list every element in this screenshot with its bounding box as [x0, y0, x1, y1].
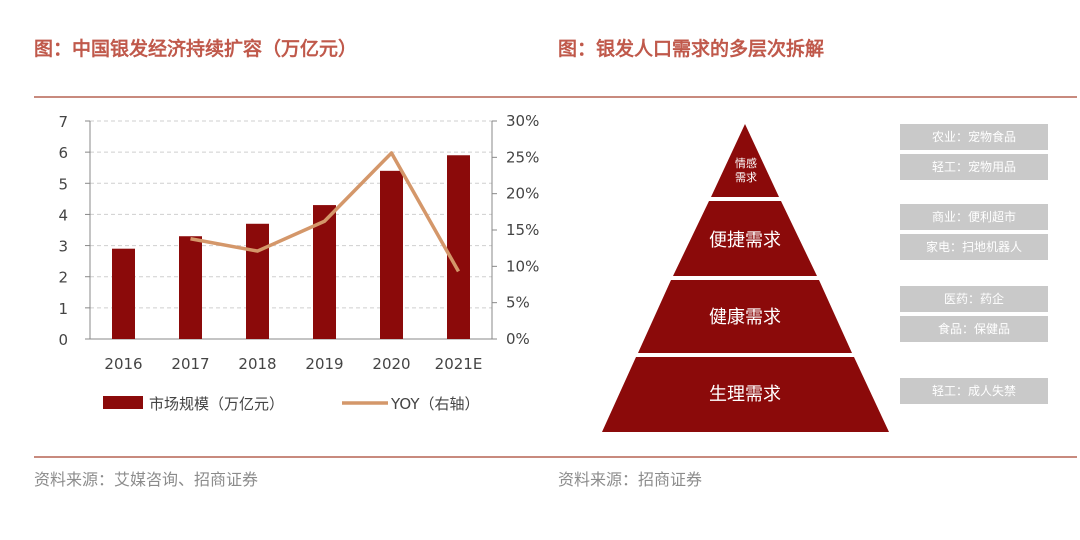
y2-tick-label: 25%: [506, 148, 539, 166]
tag-light-incontinence: 轻工：成人失禁: [900, 378, 1048, 404]
x-tick-label: 2018: [238, 355, 276, 373]
yoy-line: [190, 151, 461, 273]
y2-tick-label: 10%: [506, 257, 539, 275]
bar-2017: [179, 236, 202, 339]
y-tick-label: 5: [58, 175, 68, 193]
tag-commerce-convenience: 商业：便利超市: [900, 204, 1048, 230]
x-tick-label: 2017: [171, 355, 209, 373]
pyramid-label-convenience: 便捷需求: [709, 230, 781, 251]
right-chart-title: 图：银发人口需求的多层次拆解: [558, 38, 825, 60]
x-tick-label: 2021E: [435, 355, 483, 373]
y2-tick-label: 30%: [506, 112, 539, 130]
y2-tick-label: 20%: [506, 185, 539, 203]
pyramid-label-physiological: 生理需求: [709, 384, 781, 405]
y-tick-label: 7: [58, 113, 68, 131]
y2-tick-label: 0%: [506, 330, 530, 348]
legend-label-bar: 市场规模（万亿元）: [149, 395, 284, 413]
pyramid-level-physiological: [602, 357, 889, 432]
bottom-divider: [34, 456, 1077, 458]
y-tick-label: 1: [58, 300, 68, 318]
y-tick-label: 0: [58, 331, 68, 349]
pyramid-label-health: 健康需求: [709, 307, 781, 328]
bar-2018: [246, 223, 269, 339]
y2-tick-label: 15%: [506, 221, 539, 239]
pyramid-level-emotional: [711, 124, 779, 197]
tag-appliance-robot: 家电：扫地机器人: [900, 234, 1048, 260]
tag-agri-pet-food: 农业：宠物食品: [900, 124, 1048, 150]
right-source-note: 资料来源：招商证券: [558, 470, 703, 489]
bar-2020: [380, 170, 403, 339]
tag-light-pet-supplies: 轻工：宠物用品: [900, 154, 1048, 180]
pyramid-level-health: [638, 280, 852, 353]
left-chart-title: 图：中国银发经济持续扩容（万亿元）: [34, 38, 358, 60]
y-tick-label: 3: [58, 238, 68, 256]
left-source-note: 资料来源：艾媒咨询、招商证券: [34, 470, 259, 489]
tag-food-health: 食品：保健品: [900, 316, 1048, 342]
pyramid-label-emotional: 情感需求: [735, 157, 757, 184]
y-tick-label: 4: [58, 206, 68, 224]
y-tick-label: 2: [58, 269, 68, 287]
bar-2021E: [447, 155, 470, 339]
bar-2019: [313, 205, 336, 339]
x-tick-label: 2020: [372, 355, 410, 373]
bar-line-chart: 0 1 2 3 4 5 6 7 0% 5% 10% 15% 20% 25% 30% 2016 2017 2018 2…: [58, 112, 539, 413]
tag-pharma: 医药：药企: [900, 286, 1048, 312]
bar-2016: [112, 248, 135, 339]
y2-tick-label: 5%: [506, 294, 530, 312]
x-tick-label: 2019: [305, 355, 343, 373]
legend-label-line: YOY（右轴）: [390, 395, 480, 413]
legend-swatch-bar: [103, 396, 143, 409]
pyramid-level-convenience: [673, 201, 817, 276]
top-divider: [34, 96, 1077, 98]
x-tick-label: 2016: [104, 355, 142, 373]
y-tick-label: 6: [58, 144, 68, 162]
